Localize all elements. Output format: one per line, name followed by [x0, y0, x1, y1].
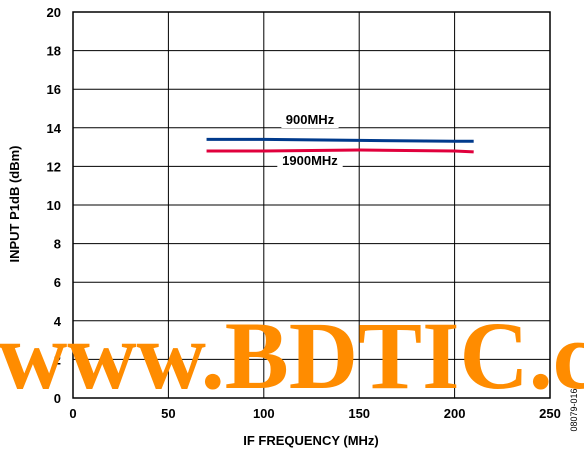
x-tick-label: 0 — [69, 406, 76, 421]
series-labels: 900MHz 1900MHz — [277, 112, 343, 169]
y-tick-labels: 0 2 4 6 8 10 12 14 16 18 20 — [47, 5, 62, 406]
y-tick-label: 0 — [54, 391, 61, 406]
x-tick-label: 250 — [539, 406, 561, 421]
series-label: 900MHz — [286, 112, 335, 127]
y-tick-label: 8 — [54, 237, 61, 252]
x-tick-label: 150 — [348, 406, 370, 421]
watermark: www.BDTIC.com — [0, 302, 584, 409]
y-tick-label: 18 — [47, 44, 61, 59]
y-tick-label: 10 — [47, 198, 61, 213]
figure-id: 08079-016 — [569, 388, 579, 431]
series-line — [206, 137, 474, 143]
x-tick-label: 200 — [444, 406, 466, 421]
series-label-background — [277, 153, 343, 169]
series-label: 1900MHz — [282, 153, 338, 168]
y-tick-label: 20 — [47, 5, 61, 20]
y-tick-label: 2 — [54, 352, 61, 367]
plot-frame — [72, 11, 551, 399]
x-axis-label: IF FREQUENCY (MHz) — [243, 433, 379, 448]
y-axis-label: INPUT P1dB (dBm) — [7, 146, 22, 263]
series-line — [206, 148, 474, 154]
y-tick-label: 4 — [54, 314, 62, 329]
y-tick-label: 16 — [47, 82, 61, 97]
x-tick-labels: 0 50 100 150 200 250 — [69, 406, 560, 421]
x-tick-label: 50 — [161, 406, 175, 421]
y-tick-label: 14 — [47, 121, 62, 136]
y-tick-label: 6 — [54, 275, 61, 290]
series-label-background — [281, 112, 339, 128]
y-tick-label: 12 — [47, 159, 61, 174]
series-layer — [206, 137, 474, 154]
x-tick-label: 100 — [253, 406, 275, 421]
